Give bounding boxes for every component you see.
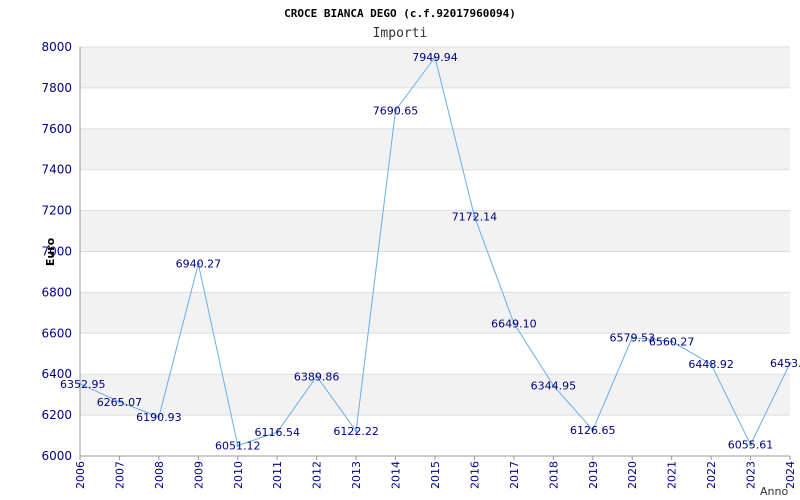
x-tick-label: 2021: [666, 461, 679, 489]
data-point: [591, 428, 595, 432]
x-tick-label: 2007: [113, 461, 126, 489]
data-label: 6448.92: [688, 358, 734, 371]
data-label: 6116.54: [254, 426, 300, 439]
grid-band-0: [80, 415, 790, 456]
data-label: 6265.07: [97, 396, 143, 409]
grid-band-3: [80, 292, 790, 334]
data-label: 7690.65: [373, 104, 419, 117]
grid-band-6: [80, 169, 790, 211]
data-point: [117, 400, 121, 404]
y-tick-label: 7800: [41, 81, 72, 95]
x-tick-label: 2011: [271, 461, 284, 489]
y-tick-label: 7000: [41, 245, 72, 259]
data-labels: 6352.95 6265.07 6190.93 6940.27 6051.126116.…: [60, 51, 800, 452]
data-label: 6190.93: [136, 411, 182, 424]
data-label: 6122.22: [333, 425, 379, 438]
data-points: [78, 55, 792, 448]
chart-title: CROCE BIANCA DEGO (c.f.92017960094): [284, 7, 516, 20]
grid-band-9: [80, 47, 790, 88]
data-label: 6055.61: [728, 439, 774, 452]
grid-bands: [80, 47, 790, 456]
data-point: [394, 108, 398, 112]
y-tick-label: 6000: [41, 449, 72, 463]
data-point: [670, 339, 674, 343]
data-point: [551, 383, 555, 387]
x-tick-label: 2010: [232, 461, 245, 489]
x-tick-label: 2015: [429, 461, 442, 489]
data-point: [630, 335, 634, 339]
y-tick-label: 6600: [41, 326, 72, 340]
grid-band-8: [80, 87, 790, 129]
x-tick-label: 2016: [468, 461, 481, 489]
x-tick-label: 2008: [153, 461, 166, 489]
x-tick-label: 2009: [192, 461, 205, 489]
data-point: [315, 374, 319, 378]
x-tick-label: 2019: [587, 461, 600, 489]
data-point: [157, 415, 161, 419]
data-point: [512, 321, 516, 325]
data-point: [354, 429, 358, 433]
data-label: 6560.27: [649, 335, 695, 348]
data-label: 6344.95: [531, 379, 577, 392]
grid-band-5: [80, 210, 790, 252]
data-label: 6126.65: [570, 424, 616, 437]
data-label: 6051.12: [215, 440, 261, 453]
grid-band-4: [80, 251, 790, 293]
x-tick-label: 2020: [626, 461, 639, 489]
data-point: [472, 214, 476, 218]
y-tick-label: 6400: [41, 367, 72, 381]
x-tick-labels: 2006 2007 2008 2009 2010 2011 2012 2013 2014 2015…: [74, 456, 797, 489]
data-label: 7172.14: [452, 210, 498, 223]
data-label: 6389.86: [294, 370, 340, 383]
y-tick-label: 6800: [41, 285, 72, 299]
x-tick-label: 2024: [784, 461, 797, 489]
x-tick-label: 2017: [508, 461, 521, 489]
data-label: 6579.53: [609, 331, 655, 344]
grid-band-1: [80, 374, 790, 416]
data-point: [749, 443, 753, 447]
data-label: 7949.94: [412, 51, 458, 64]
x-tick-label: 2014: [390, 461, 403, 489]
x-axis-label: Anno: [760, 485, 788, 498]
y-tick-labels: 6000 6200 6400 6600 6800 7000 7200 7400 7600 7800…: [41, 40, 72, 463]
y-tick-label: 7200: [41, 204, 72, 218]
data-point: [433, 55, 437, 59]
x-tick-label: 2022: [705, 461, 718, 489]
y-tick-label: 7600: [41, 122, 72, 136]
data-label: 6649.10: [491, 317, 537, 330]
y-tick-label: 8000: [41, 40, 72, 54]
x-tick-label: 2018: [547, 461, 560, 489]
x-tick-label: 2023: [745, 461, 758, 489]
x-tick-label: 2006: [74, 461, 87, 489]
chart-subtitle: Importi: [373, 26, 428, 41]
data-point: [236, 444, 240, 448]
x-tick-label: 2013: [350, 461, 363, 489]
data-point: [78, 382, 82, 386]
data-point: [196, 262, 200, 266]
data-point: [788, 361, 792, 365]
data-point: [275, 430, 279, 434]
y-tick-label: 6200: [41, 408, 72, 422]
data-label: 6453.8: [770, 357, 800, 370]
data-label: 6940.27: [176, 258, 222, 271]
y-axis-label: Euro: [44, 237, 57, 266]
data-label: 6352.95: [60, 378, 106, 391]
x-tick-label: 2012: [311, 461, 324, 489]
data-point: [709, 362, 713, 366]
y-tick-label: 7400: [41, 163, 72, 177]
grid-band-7: [80, 128, 790, 170]
